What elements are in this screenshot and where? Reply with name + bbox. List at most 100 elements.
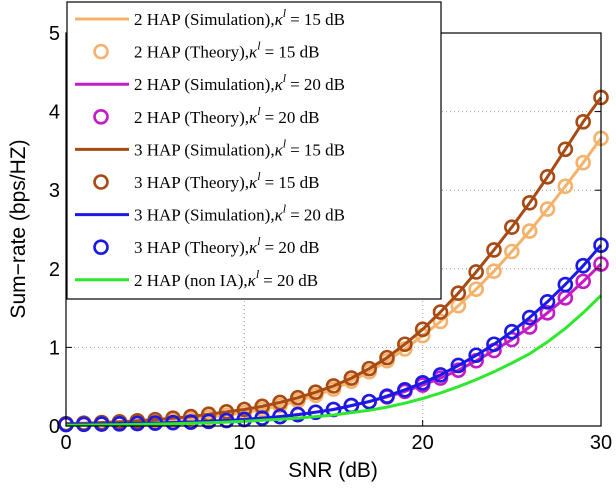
- data-point: [379, 349, 395, 366]
- y-tick-label: 0: [49, 416, 60, 438]
- y-tick-label: 3: [49, 180, 60, 202]
- data-point: [486, 336, 502, 353]
- legend-label-text: 3 HAP (Theory),: [134, 173, 249, 192]
- series-8: [65, 294, 603, 427]
- legend-label: 2 HAP (Simulation),κl = 15 dB: [134, 6, 345, 29]
- series-layer: [58, 89, 609, 433]
- data-point: [504, 219, 520, 235]
- legend-value: = 20 dB: [265, 238, 320, 257]
- legend-kappa-superscript: l: [283, 6, 287, 20]
- legend-kappa: κ: [249, 43, 258, 62]
- legend-box: [66, 1, 442, 300]
- data-point: [557, 178, 574, 195]
- legend-label: 3 HAP (Simulation),κl = 15 dB: [134, 136, 345, 159]
- legend-kappa-superscript: l: [283, 202, 287, 216]
- legend-kappa-superscript: l: [257, 169, 261, 183]
- data-point: [486, 263, 502, 279]
- data-point: [521, 309, 538, 326]
- legend-item-5: 3 HAP (Theory),κl = 15 dB: [93, 169, 320, 192]
- data-point: [521, 194, 538, 211]
- legend-label-text: 3 HAP (Simulation),: [134, 206, 275, 225]
- x-tick-label: 30: [590, 432, 612, 454]
- x-tick-label: 0: [60, 432, 71, 454]
- legend-item-3: 2 HAP (Theory),κl = 20 dB: [93, 104, 320, 127]
- data-point: [414, 321, 431, 338]
- legend-label-text: 2 HAP (Theory),: [134, 43, 249, 62]
- series-line-4: [65, 96, 603, 426]
- data-point: [254, 410, 270, 426]
- data-point: [236, 401, 253, 418]
- data-point: [504, 243, 520, 260]
- legend-label-text: 2 HAP (Simulation),: [134, 10, 275, 29]
- data-point: [450, 285, 467, 301]
- data-point: [307, 404, 324, 421]
- legend-label-text: 3 HAP (Theory),: [134, 238, 249, 257]
- legend-item-1: 2 HAP (Theory),κl = 15 dB: [93, 39, 320, 62]
- y-tick-label: 1: [49, 337, 60, 359]
- legend-kappa: κ: [249, 108, 258, 127]
- legend-label-text: 3 HAP (Simulation),: [134, 140, 275, 159]
- legend-label: 3 HAP (Simulation),κl = 20 dB: [134, 202, 345, 225]
- legend-kappa-superscript: l: [256, 267, 260, 281]
- data-point: [397, 336, 413, 353]
- y-tick-label: 2: [49, 259, 60, 281]
- data-point: [486, 242, 502, 258]
- data-point: [432, 313, 449, 330]
- data-point: [575, 114, 591, 130]
- data-point: [504, 323, 520, 340]
- legend-kappa: κ: [248, 271, 257, 290]
- series-0: [65, 137, 603, 426]
- data-point: [539, 294, 556, 310]
- legend-kappa: κ: [275, 75, 284, 94]
- data-point: [539, 169, 556, 185]
- legend-label: 2 HAP (Theory),κl = 15 dB: [134, 39, 320, 62]
- legend-kappa: κ: [275, 206, 284, 225]
- data-point: [432, 304, 449, 320]
- legend: 2 HAP (Simulation),κl = 15 dB2 HAP (Theor…: [66, 1, 442, 300]
- data-point: [307, 384, 324, 401]
- data-point: [468, 347, 484, 364]
- data-point: [361, 360, 377, 377]
- data-point: [397, 382, 413, 398]
- data-point: [325, 378, 342, 394]
- legend-value: = 15 dB: [265, 43, 320, 62]
- data-point: [521, 223, 538, 239]
- legend-label: 2 HAP (Simulation),κl = 20 dB: [134, 71, 345, 94]
- legend-label-text: 2 HAP (Simulation),: [134, 75, 275, 94]
- data-point: [343, 370, 360, 386]
- x-tick-label: 10: [233, 432, 255, 454]
- legend-kappa-superscript: l: [283, 136, 287, 150]
- data-point: [575, 257, 591, 274]
- legend-item-2: 2 HAP (Simulation),κl = 20 dB: [75, 71, 345, 94]
- legend-label: 2 HAP (Theory),κl = 20 dB: [134, 104, 320, 127]
- legend-item-0: 2 HAP (Simulation),κl = 15 dB: [75, 6, 345, 29]
- legend-item-8: 2 HAP (non IA),κl = 20 dB: [75, 267, 318, 290]
- legend-swatch-marker: [93, 239, 109, 255]
- data-point: [290, 389, 306, 406]
- data-point: [379, 388, 395, 404]
- y-axis-label: Sum−rate (bps/HZ): [7, 139, 30, 318]
- legend-label-text: 2 HAP (Theory),: [134, 108, 249, 127]
- legend-value: = 15 dB: [265, 173, 320, 192]
- legend-label: 3 HAP (Theory),κl = 15 dB: [134, 169, 320, 192]
- data-point: [468, 281, 484, 298]
- data-point: [539, 305, 556, 321]
- legend-kappa-superscript: l: [283, 71, 287, 85]
- legend-kappa: κ: [249, 238, 258, 257]
- legend-swatch-marker: [93, 109, 109, 125]
- data-point: [450, 357, 467, 374]
- legend-value: = 15 dB: [290, 140, 345, 159]
- data-point: [468, 264, 484, 280]
- data-point: [557, 276, 574, 293]
- legend-value: = 20 dB: [263, 271, 318, 290]
- legend-item-7: 3 HAP (Theory),κl = 20 dB: [93, 234, 320, 257]
- legend-swatch-marker: [93, 174, 109, 190]
- series-line-8: [65, 294, 603, 427]
- data-point: [575, 154, 591, 171]
- legend-kappa: κ: [249, 173, 258, 192]
- legend-kappa-superscript: l: [257, 104, 261, 118]
- legend-label: 3 HAP (Theory),κl = 20 dB: [134, 234, 320, 257]
- data-point: [432, 367, 449, 383]
- legend-label-text: 2 HAP (non IA),: [134, 271, 248, 290]
- legend-swatch-marker: [93, 43, 109, 60]
